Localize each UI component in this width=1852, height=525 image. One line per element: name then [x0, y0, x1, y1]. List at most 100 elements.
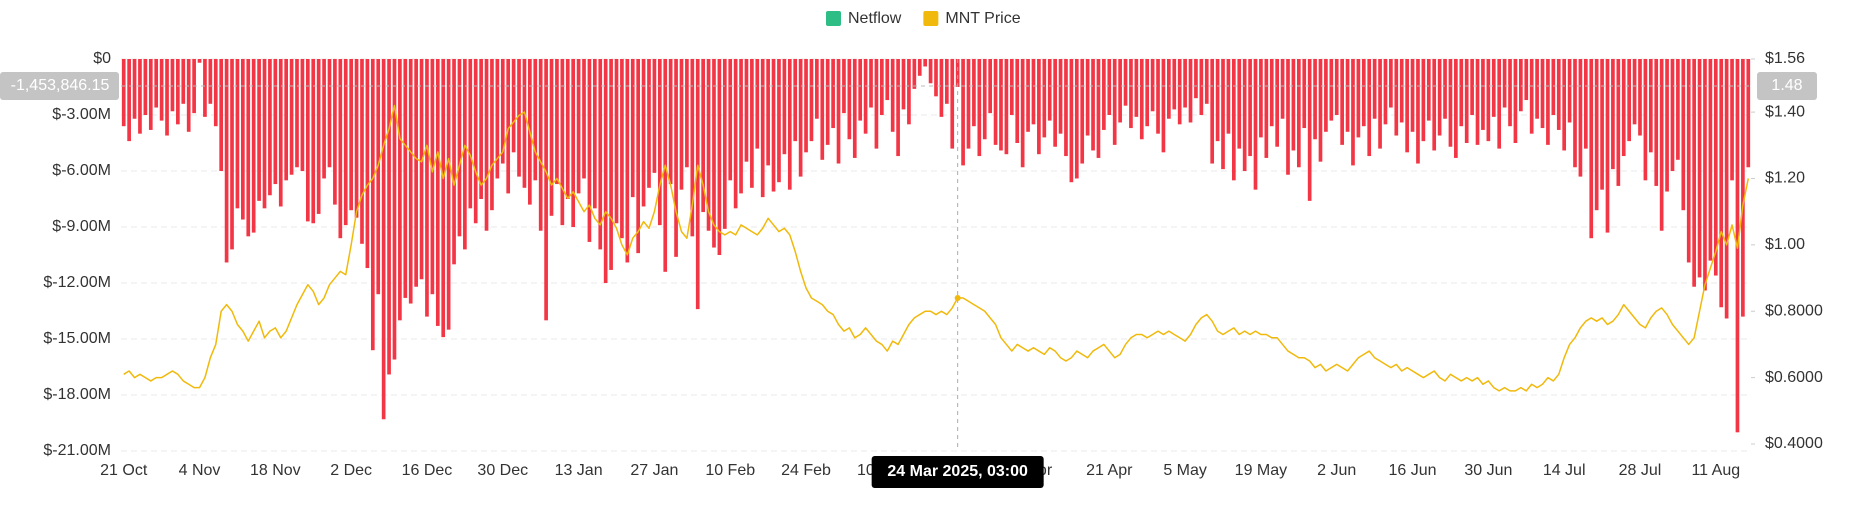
netflow-bar — [999, 59, 1003, 151]
netflow-bar — [392, 59, 397, 360]
y2-tick-label: $0.6000 — [1765, 369, 1823, 386]
netflow-bar — [955, 59, 960, 87]
netflow-bar — [863, 59, 868, 134]
netflow-bar — [511, 59, 516, 153]
netflow-bar — [1508, 59, 1512, 127]
netflow-bar — [1611, 59, 1615, 170]
netflow-bar — [712, 59, 716, 248]
netflow-bar — [820, 59, 825, 160]
netflow-bar — [744, 59, 749, 162]
netflow-bar — [739, 59, 743, 194]
netflow-bar — [165, 59, 169, 136]
legend: Netflow MNT Price — [826, 10, 1021, 27]
netflow-bar — [1676, 59, 1680, 160]
netflow-bar — [295, 59, 299, 168]
netflow-bar — [1129, 59, 1133, 129]
netflow-bar — [354, 59, 359, 218]
netflow-bar — [1047, 59, 1052, 121]
netflow-bar — [587, 59, 592, 242]
netflow-bar — [831, 59, 835, 129]
netflow-bar — [1632, 59, 1637, 125]
netflow-bar — [912, 59, 917, 89]
netflow-bar — [1443, 59, 1447, 119]
netflow-bar — [652, 59, 657, 173]
netflow-bar — [1167, 59, 1171, 119]
netflow-bar — [1464, 59, 1469, 143]
netflow-bar — [1264, 59, 1269, 158]
netflow-bar — [755, 59, 760, 149]
netflow-bar — [1345, 59, 1350, 132]
netflow-bar — [473, 59, 478, 224]
netflow-bar — [1578, 59, 1583, 177]
netflow-bar — [365, 59, 370, 269]
netflow-bar — [1589, 59, 1594, 239]
netflow-bar — [1410, 59, 1415, 132]
netflow-bar — [289, 59, 294, 175]
netflow-bar — [1139, 59, 1144, 140]
netflow-bar — [1529, 59, 1534, 134]
netflow-bar — [246, 59, 251, 237]
netflow-bar — [982, 59, 987, 140]
netflow-bar — [1659, 59, 1664, 231]
netflow-bar — [1237, 59, 1242, 149]
netflow-bar — [1719, 59, 1724, 308]
netflow-bar — [787, 59, 792, 190]
x-tick-label: 30 Dec — [477, 462, 528, 479]
netflow-bar — [181, 59, 186, 104]
crosshair-y2-box — [1757, 72, 1817, 100]
netflow-bar — [500, 59, 505, 164]
netflow-bar — [1074, 59, 1079, 179]
y-tick-label: $0 — [93, 50, 111, 67]
netflow-bar — [885, 59, 890, 101]
netflow-bar — [1242, 59, 1247, 171]
netflow-bar — [1020, 59, 1025, 168]
legend-item[interactable]: Netflow — [826, 10, 902, 27]
netflow-bar — [1535, 59, 1539, 119]
netflow-bar — [603, 59, 608, 283]
netflow-bar — [771, 59, 776, 192]
netflow-bar — [750, 59, 754, 188]
netflow-bar — [1378, 59, 1382, 149]
netflow-bar — [793, 59, 798, 142]
netflow-bar — [565, 59, 570, 199]
x-tick-label: 21 Oct — [100, 462, 148, 479]
x-tick-label: 28 Jul — [1619, 462, 1662, 479]
netflow-bar — [1389, 59, 1393, 108]
netflow-bar — [598, 59, 603, 250]
netflow-bar — [1741, 59, 1745, 317]
netflow-bar — [858, 59, 863, 121]
netflow-bar — [722, 59, 727, 229]
netflow-bar — [852, 59, 857, 158]
netflow-bar — [479, 59, 483, 199]
netflow-bar — [1724, 59, 1729, 319]
netflow-bar — [674, 59, 678, 257]
netflow-bar — [701, 59, 705, 213]
netflow-bar — [176, 59, 180, 125]
netflow-bar — [1697, 59, 1702, 278]
netflow-bar — [988, 59, 992, 114]
y-tick-label: $-3.00M — [52, 106, 111, 123]
netflow-bar — [1448, 59, 1453, 147]
netflow-bar — [457, 59, 462, 237]
netflow-bar — [1665, 59, 1669, 192]
netflow-bar — [1334, 59, 1339, 115]
netflow-bar — [430, 59, 435, 295]
netflow-bar — [993, 59, 998, 145]
netflow-bar — [1291, 59, 1296, 151]
netflow-bar — [224, 59, 229, 263]
netflow-bar — [1546, 59, 1550, 145]
netflow-bar — [495, 59, 500, 179]
netflow-bar — [1324, 59, 1328, 132]
netflow-bar — [928, 59, 933, 84]
y2-tick-label: $1.56 — [1765, 50, 1805, 67]
netflow-bar — [809, 59, 814, 142]
legend-item[interactable]: MNT Price — [923, 10, 1021, 27]
netflow-bar — [522, 59, 527, 188]
netflow-bar — [679, 59, 684, 190]
netflow-bar — [825, 59, 830, 145]
netflow-bar — [907, 59, 911, 125]
x-tick-label: 13 Jan — [555, 462, 603, 479]
y2-tick-label: $1.40 — [1765, 103, 1805, 120]
netflow-bar — [592, 59, 597, 209]
